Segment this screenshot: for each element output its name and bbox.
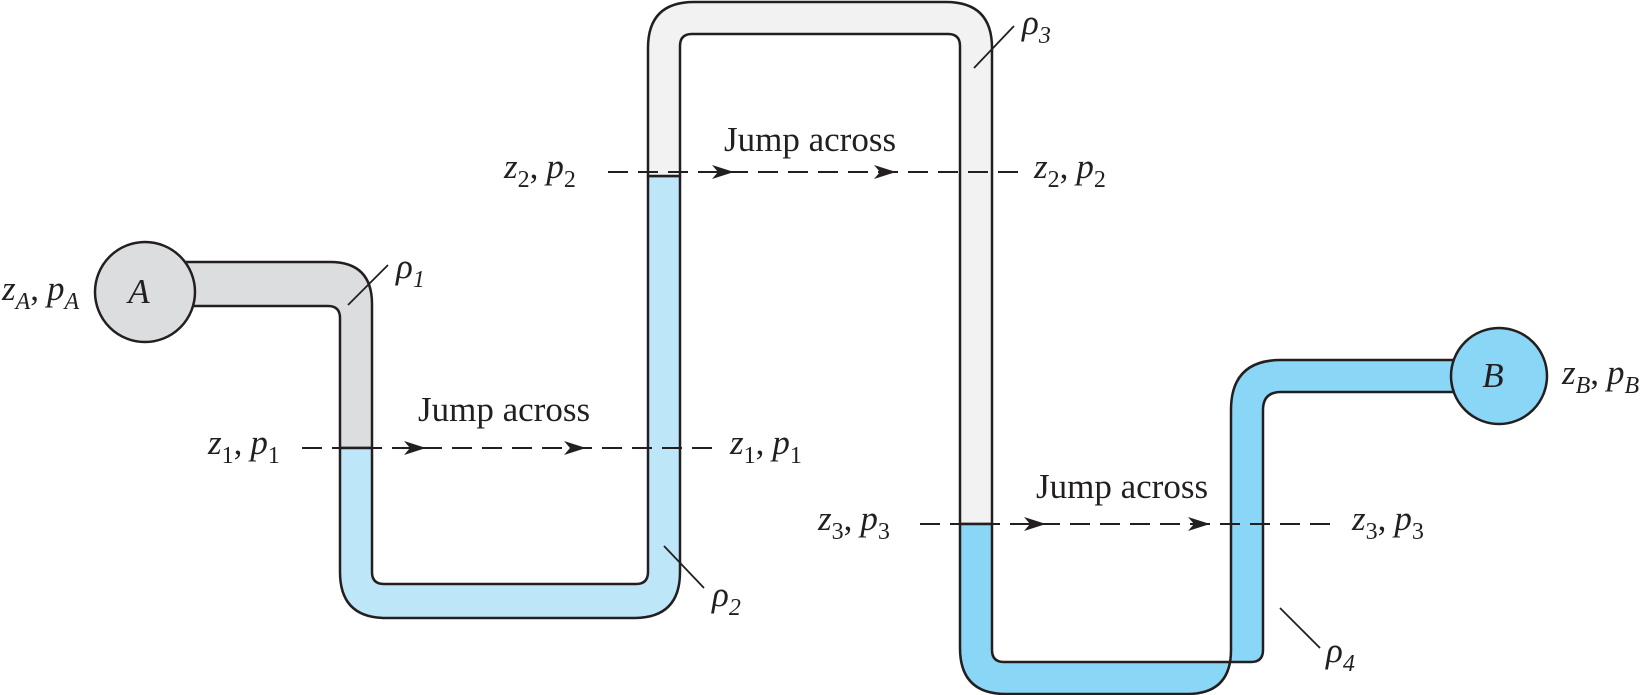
- fluid-3-region: [646, 0, 994, 526]
- rho-1-leader: [347, 264, 389, 306]
- rho-4-leader: [1279, 607, 1321, 649]
- vessel-b-bulb: [1449, 326, 1549, 426]
- rho-4-label: ρ4: [1325, 631, 1355, 677]
- fluid-2-region: [338, 174, 682, 620]
- vessel-a-bulb: [93, 240, 197, 344]
- level-2-left-label: z2, p2: [503, 147, 576, 193]
- jump-line-3: [920, 517, 1334, 531]
- level-2-right-label: z2, p2: [1033, 147, 1106, 193]
- level-1-right-label: z1, p1: [729, 423, 802, 469]
- jump-line-2-arrow-2: [874, 165, 896, 179]
- level-3-left-label: z3, p3: [817, 499, 890, 545]
- vessel-b: B: [1449, 326, 1549, 426]
- level-3-caption: Jump across: [1036, 467, 1208, 506]
- level-1-left-label: z1, p1: [207, 423, 280, 469]
- vessel-a: A: [93, 240, 197, 344]
- jump-line-2: [608, 165, 1020, 179]
- fluid-4-region: [958, 358, 1460, 695]
- level-3-right-label: z3, p3: [1351, 499, 1424, 545]
- rho-2-leader: [663, 545, 705, 589]
- rho-3-leader: [973, 25, 1015, 69]
- rho-2-label: ρ2: [711, 575, 741, 621]
- jump-line-3-arrow-2: [1188, 517, 1210, 531]
- vessel-b-zp-label: zB, pB: [1561, 353, 1640, 399]
- rho-1-label: ρ1: [395, 247, 425, 293]
- jump-line-1: [302, 441, 714, 455]
- tube-segment-1: [178, 174, 682, 620]
- vessel-b-letter: B: [1482, 356, 1503, 395]
- fluid-1-region: [178, 260, 374, 450]
- vessel-a-letter: A: [126, 272, 150, 311]
- jump-line-1-arrow-1: [404, 441, 426, 455]
- jump-line-2-arrow-1: [712, 165, 734, 179]
- level-2-caption: Jump across: [724, 120, 896, 159]
- jump-line-3-arrow-1: [1024, 517, 1046, 531]
- jump-line-1-arrow-2: [564, 441, 586, 455]
- tube-segment-2: [646, 0, 1460, 695]
- rho-3-label: ρ3: [1021, 3, 1051, 49]
- vessel-a-zp-label: zA, pA: [1, 269, 80, 315]
- level-1-caption: Jump across: [418, 390, 590, 429]
